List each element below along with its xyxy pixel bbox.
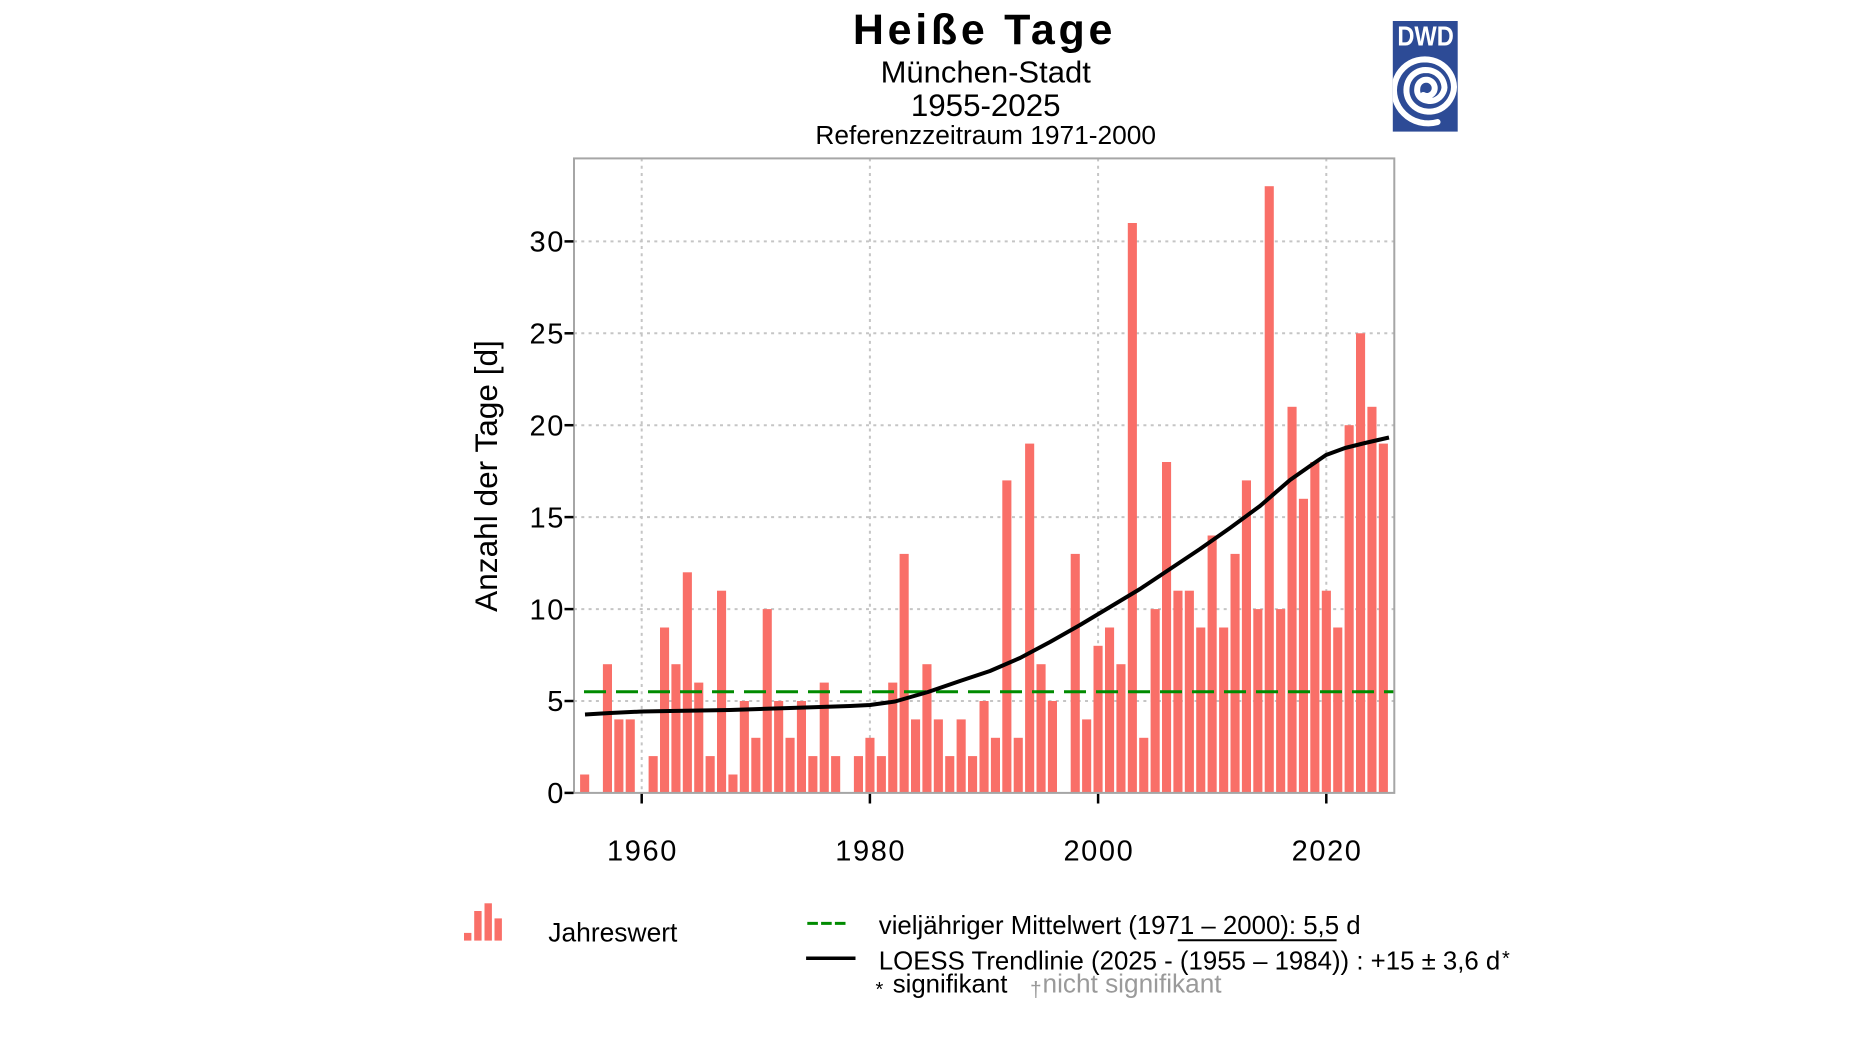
svg-text:10: 10	[530, 594, 565, 626]
svg-text:†: †	[1030, 979, 1042, 1002]
svg-text:Anzahl der Tage [d]: Anzahl der Tage [d]	[468, 340, 504, 612]
svg-text:*: *	[876, 979, 884, 1001]
svg-text:vieljähriger Mittelwert (1971: vieljähriger Mittelwert (1971 – 2000): 5…	[879, 912, 1361, 940]
svg-text:1960: 1960	[607, 836, 678, 868]
svg-text:30: 30	[530, 227, 565, 259]
svg-text:25: 25	[530, 319, 565, 351]
svg-text:0: 0	[547, 778, 565, 810]
svg-text:1955-2025: 1955-2025	[911, 88, 1061, 123]
svg-text:2020: 2020	[1292, 836, 1363, 868]
svg-text:München-Stadt: München-Stadt	[881, 55, 1092, 90]
svg-text:Heiße Tage: Heiße Tage	[853, 6, 1116, 54]
svg-text:Jahreswert: Jahreswert	[548, 918, 678, 948]
svg-text:5: 5	[547, 686, 565, 718]
svg-text:1980: 1980	[835, 836, 906, 868]
svg-text:Referenzzeitraum 1971-2000: Referenzzeitraum 1971-2000	[815, 120, 1156, 150]
svg-text:signifikant: signifikant	[893, 971, 1008, 999]
svg-text:15: 15	[530, 502, 565, 534]
svg-text:20: 20	[530, 410, 565, 442]
svg-text:LOESS Trendlinie (2025 - (1955: LOESS Trendlinie (2025 - (1955 – 1984)) …	[879, 948, 1500, 976]
svg-text:nicht signifikant: nicht signifikant	[1043, 969, 1223, 999]
svg-text:*: *	[1502, 948, 1510, 970]
svg-text:DWD: DWD	[1397, 21, 1454, 52]
svg-text:2000: 2000	[1063, 836, 1134, 868]
